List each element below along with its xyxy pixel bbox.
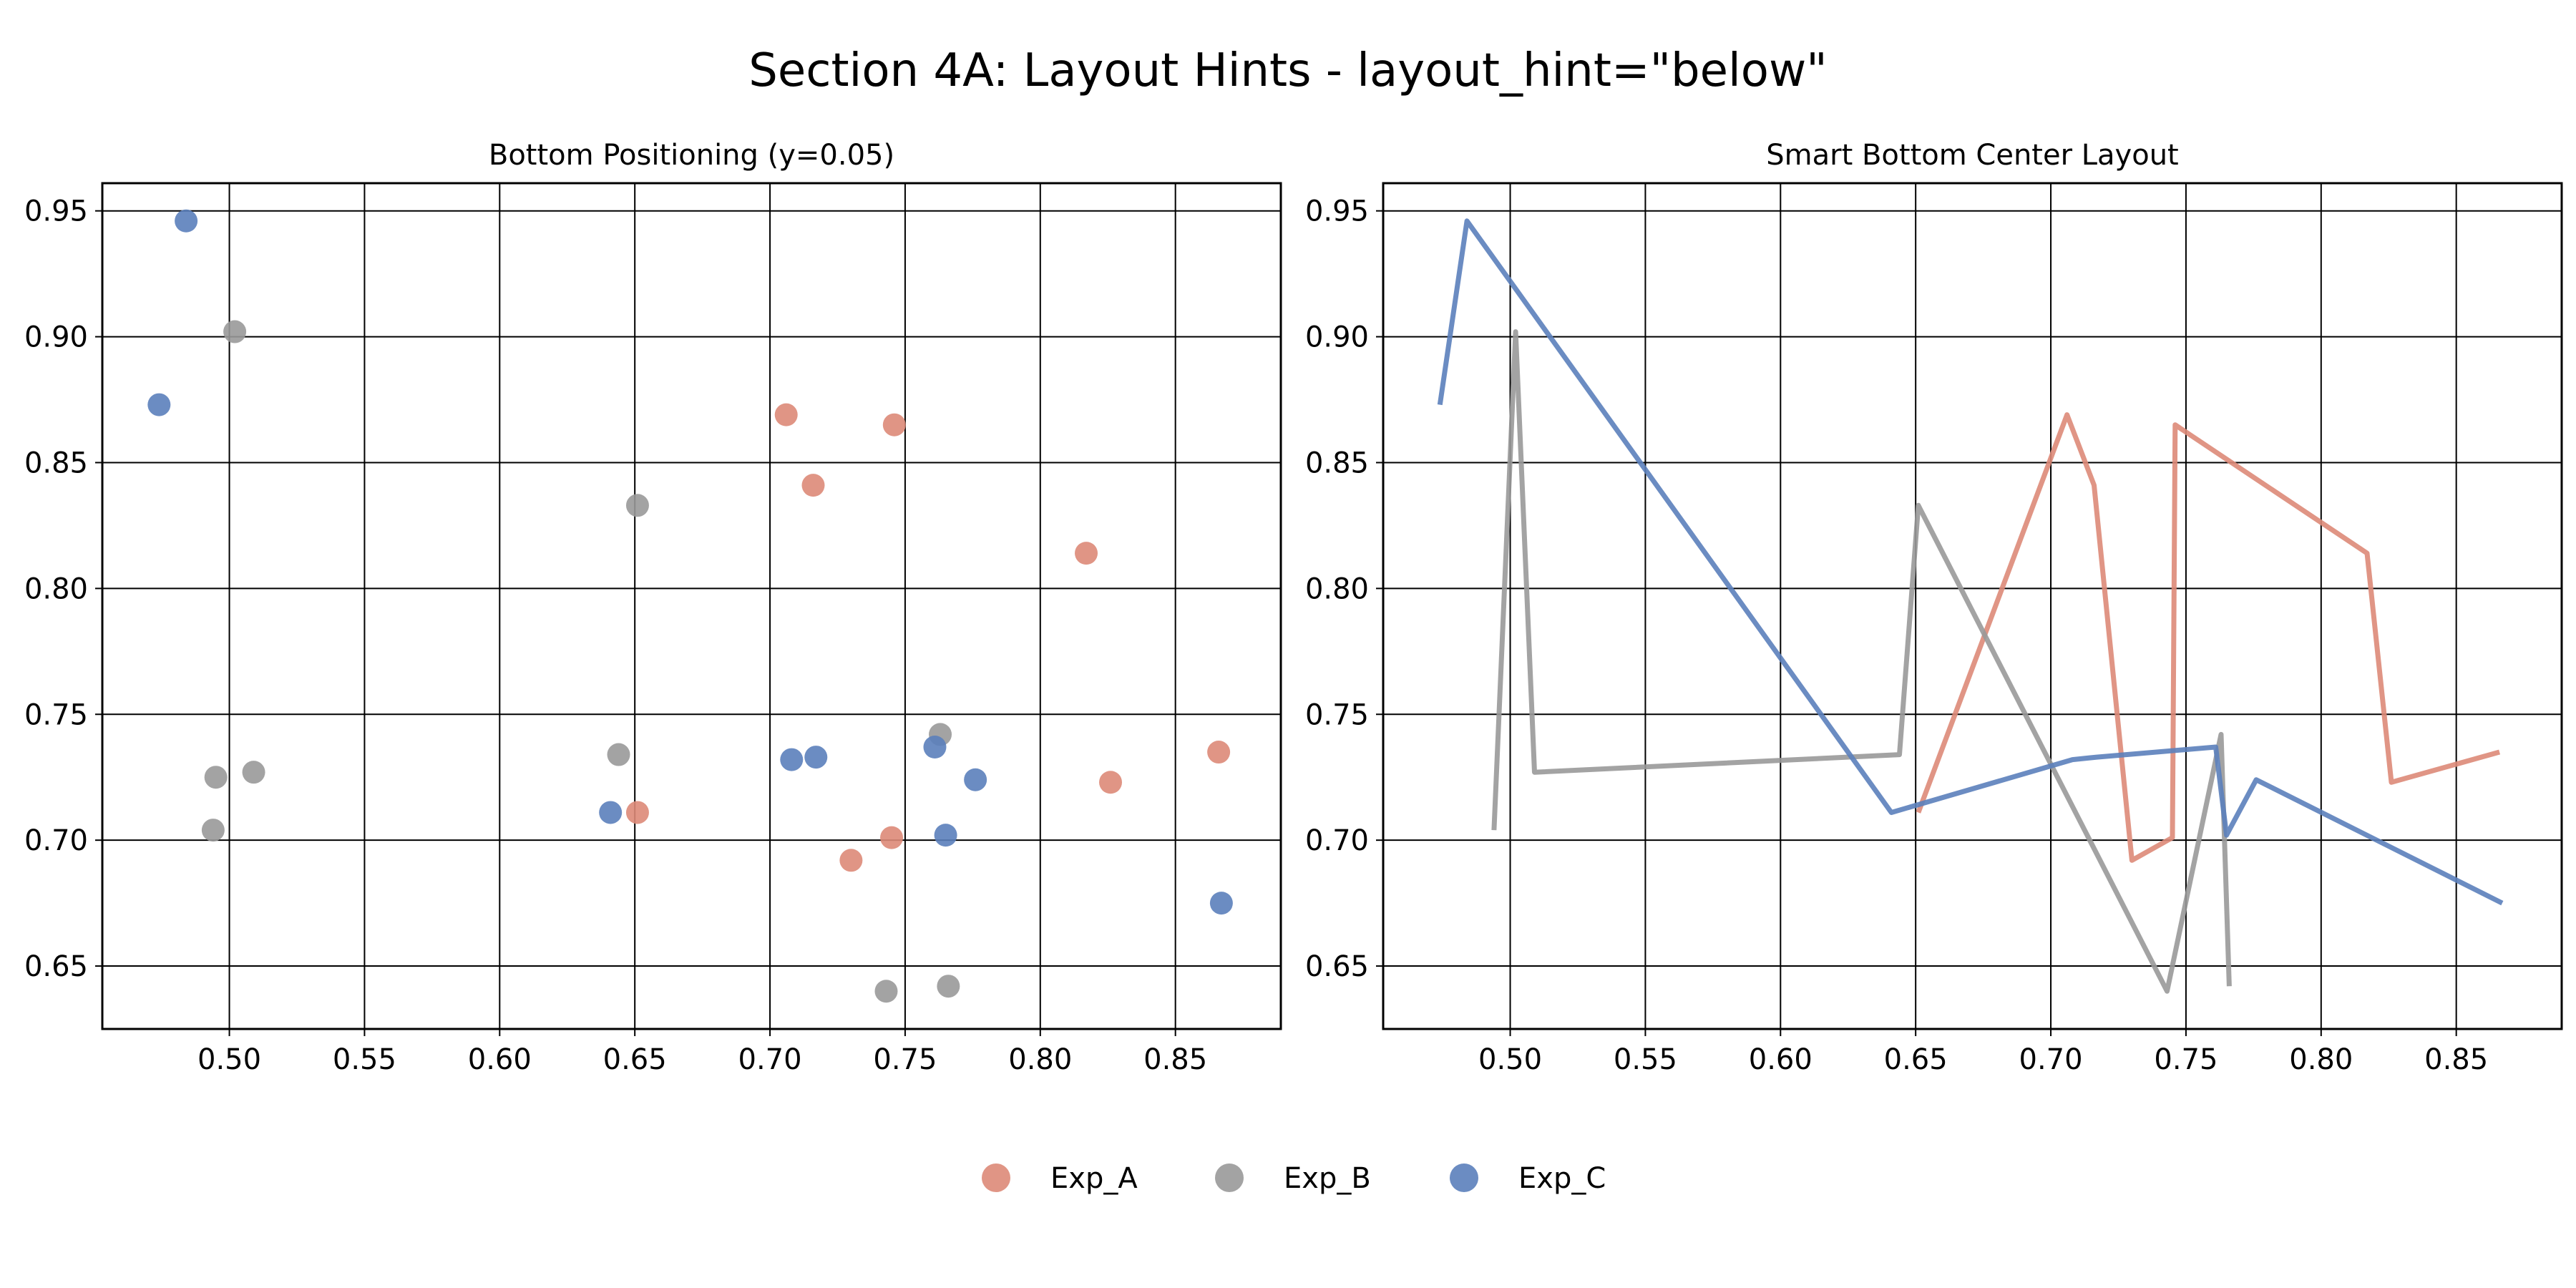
data-point-exp-c	[175, 209, 198, 233]
x-tick-label: 0.80	[2289, 1043, 2353, 1076]
data-point-exp-b	[874, 980, 898, 1003]
y-tick-label: 0.80	[24, 572, 88, 605]
panel-title: Smart Bottom Center Layout	[1766, 139, 2178, 172]
y-tick-label: 0.65	[24, 950, 88, 983]
data-point-exp-a	[774, 403, 798, 426]
data-point-exp-a	[625, 801, 649, 824]
data-point-exp-a	[1099, 771, 1123, 794]
data-point-exp-a	[1075, 542, 1098, 565]
data-point-exp-b	[625, 494, 649, 517]
data-point-exp-c	[780, 748, 804, 771]
x-tick-label: 0.75	[2154, 1043, 2218, 1076]
axes-frame	[1382, 182, 2563, 1030]
y-tick-label: 0.75	[1305, 698, 1369, 731]
y-tick-label: 0.70	[1305, 824, 1369, 857]
x-tick-label: 0.85	[1143, 1043, 1207, 1076]
y-tick-label: 0.90	[24, 321, 88, 354]
y-tick-label: 0.75	[24, 698, 88, 731]
legend-marker-exp-b	[1215, 1163, 1244, 1192]
scatter-panel: Bottom Positioning (y=0.05) 0.50 0.55 0.60 0…	[24, 139, 1282, 1076]
series-line-exp-a	[1916, 412, 2501, 863]
legend-label: Exp_B	[1284, 1162, 1371, 1195]
y-tick-label: 0.95	[1305, 195, 1369, 228]
data-point-exp-c	[934, 824, 957, 847]
data-point-exp-b	[607, 743, 630, 766]
axes-frame	[101, 182, 1282, 1030]
data-point-exp-a	[882, 413, 906, 436]
data-point-exp-c	[1209, 892, 1233, 915]
data-point-exp-a	[839, 849, 863, 872]
data-point-exp-c	[804, 746, 828, 769]
series-line-exp-c	[1437, 218, 2504, 906]
data-point-exp-b	[204, 766, 228, 789]
legend-label: Exp_A	[1050, 1162, 1138, 1195]
data-point-exp-b	[242, 761, 265, 784]
x-tick-label: 0.75	[873, 1043, 937, 1076]
x-tick-label: 0.65	[1884, 1043, 1948, 1076]
x-tick-label: 0.60	[468, 1043, 532, 1076]
data-point-exp-c	[147, 393, 171, 416]
line-panel: Smart Bottom Center Layout 0.50 0.55 0.60 0.…	[1305, 139, 2563, 1076]
data-point-exp-c	[923, 736, 947, 758]
x-tick-label: 0.60	[1749, 1043, 1813, 1076]
x-tick-label: 0.65	[603, 1043, 667, 1076]
y-tick-label: 0.90	[1305, 321, 1369, 354]
figure-title: Section 4A: Layout Hints - layout_hint="…	[748, 44, 1827, 97]
series-line-exp-b	[1491, 329, 2232, 994]
data-point-exp-b	[223, 320, 247, 343]
legend-label: Exp_C	[1518, 1162, 1606, 1195]
y-tick-label: 0.95	[24, 195, 88, 228]
x-tick-label: 0.85	[2424, 1043, 2488, 1076]
x-tick-label: 0.70	[2019, 1043, 2083, 1076]
data-point-exp-b	[201, 819, 225, 842]
x-tick-label: 0.50	[197, 1043, 261, 1076]
legend-marker-exp-a	[982, 1163, 1010, 1192]
y-tick-label: 0.65	[1305, 950, 1369, 983]
x-tick-label: 0.70	[738, 1043, 802, 1076]
data-point-exp-c	[964, 768, 987, 791]
x-tick-label: 0.50	[1478, 1043, 1542, 1076]
x-tick-label: 0.55	[1614, 1043, 1677, 1076]
data-point-exp-a	[1207, 741, 1231, 764]
data-point-exp-b	[937, 975, 960, 998]
x-tick-label: 0.80	[1008, 1043, 1072, 1076]
legend-marker-exp-c	[1450, 1163, 1478, 1192]
legend: Exp_A Exp_B Exp_C	[982, 1162, 1606, 1195]
data-point-exp-a	[880, 826, 904, 849]
data-point-exp-a	[801, 474, 825, 497]
y-tick-label: 0.80	[1305, 572, 1369, 605]
x-tick-label: 0.55	[333, 1043, 396, 1076]
data-point-exp-c	[599, 801, 623, 824]
y-tick-label: 0.85	[1305, 447, 1369, 479]
y-tick-label: 0.70	[24, 824, 88, 857]
y-tick-label: 0.85	[24, 447, 88, 479]
panel-title: Bottom Positioning (y=0.05)	[489, 139, 894, 172]
